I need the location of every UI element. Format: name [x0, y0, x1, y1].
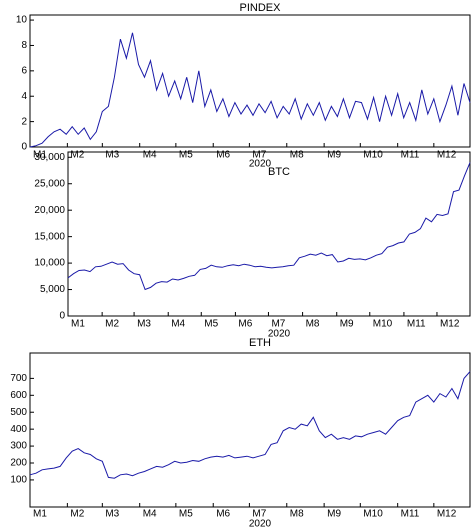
y-tick-label: 2: [21, 116, 27, 127]
y-tick-label: 30,000: [34, 152, 65, 163]
x-tick-label: M2: [105, 319, 119, 330]
x-tick-label: M8: [306, 319, 320, 330]
x-axis-label: 2020: [249, 159, 272, 170]
x-tick-label: M7: [252, 509, 266, 520]
x-tick-label: M4: [143, 509, 157, 520]
y-tick-label: 600: [10, 390, 27, 401]
x-axis-label: 2020: [249, 519, 272, 530]
x-tick-label: M7: [252, 150, 266, 161]
y-tick-label: 200: [10, 458, 27, 469]
x-tick-label: M1: [33, 150, 47, 161]
x-tick-label: M3: [105, 509, 119, 520]
y-tick-label: 4: [21, 91, 27, 102]
y-tick-label: 8: [21, 40, 27, 51]
x-tick-label: M5: [179, 509, 193, 520]
plot-frame: [67, 151, 471, 317]
x-tick-label: M2: [70, 150, 84, 161]
x-tick-label: M11: [401, 509, 420, 520]
x-tick-label: M9: [327, 509, 341, 520]
x-tick-label: M6: [238, 319, 252, 330]
plot-frame: [29, 352, 471, 508]
x-tick-label: M3: [105, 150, 119, 161]
line-series: [67, 162, 471, 291]
y-tick-label: 0: [59, 311, 65, 322]
y-tick-label: 0: [21, 142, 27, 153]
y-tick-label: 10,000: [34, 258, 65, 269]
x-tick-label: M8: [290, 509, 304, 520]
x-tick-label: M11: [401, 150, 420, 161]
y-tick-label: 300: [10, 441, 27, 452]
plot-frame: [29, 14, 471, 148]
x-tick-label: M12: [440, 319, 460, 330]
x-tick-label: M6: [216, 150, 230, 161]
x-tick-label: M3: [137, 319, 151, 330]
x-tick-label: M9: [327, 150, 341, 161]
chart-title: ETH: [249, 337, 271, 349]
line-series: [29, 32, 471, 148]
x-tick-label: M8: [290, 150, 304, 161]
x-tick-label: M2: [70, 509, 84, 520]
x-tick-label: M5: [204, 319, 218, 330]
x-tick-label: M10: [363, 150, 383, 161]
x-tick-label: M4: [171, 319, 185, 330]
y-tick-label: 20,000: [34, 205, 65, 216]
y-tick-label: 10: [16, 15, 28, 26]
x-tick-label: M11: [407, 319, 426, 330]
x-tick-label: M6: [216, 509, 230, 520]
x-tick-label: M12: [437, 509, 457, 520]
line-series: [29, 371, 471, 479]
y-tick-label: 500: [10, 407, 27, 418]
x-tick-label: M5: [179, 150, 193, 161]
y-tick-label: 400: [10, 424, 27, 435]
x-tick-label: M10: [363, 509, 383, 520]
x-tick-label: M1: [33, 509, 47, 520]
y-tick-label: 100: [10, 475, 27, 486]
chart-title: PINDEX: [240, 2, 282, 14]
x-tick-label: M4: [143, 150, 157, 161]
y-tick-label: 25,000: [34, 178, 65, 189]
x-tick-label: M12: [437, 150, 457, 161]
x-tick-label: M1: [71, 319, 85, 330]
x-tick-label: M9: [340, 319, 354, 330]
y-tick-label: 6: [21, 65, 27, 76]
y-tick-label: 15,000: [34, 231, 65, 242]
x-axis-label: 2020: [268, 329, 291, 340]
y-tick-label: 5,000: [40, 284, 65, 295]
x-tick-label: M10: [373, 319, 393, 330]
chart-title: BTC: [268, 166, 290, 178]
y-tick-label: 700: [10, 373, 27, 384]
x-tick-label: M7: [271, 319, 285, 330]
